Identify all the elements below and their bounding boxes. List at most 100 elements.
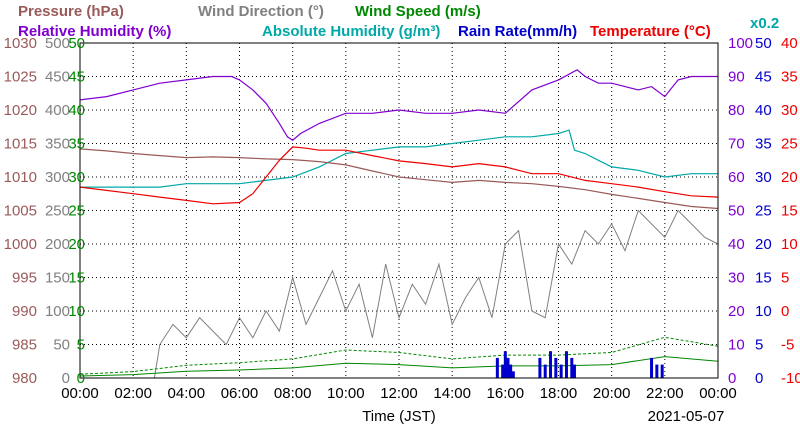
x-tick-label: 20:00 bbox=[593, 385, 631, 402]
temperature-tick-label: 35 bbox=[781, 69, 798, 86]
wind-speed-tick-label: 40 bbox=[68, 102, 85, 119]
x-tick-label: 18:00 bbox=[540, 385, 578, 402]
x-tick-label: 04:00 bbox=[168, 385, 206, 402]
rain-rate-tick-label: 10 bbox=[755, 303, 772, 320]
rain-rate-bar bbox=[564, 351, 568, 378]
rain-rate-bar bbox=[655, 364, 659, 378]
temperature-tick-label: 40 bbox=[781, 35, 798, 52]
pressure-tick-label: 1020 bbox=[4, 102, 37, 119]
temperature-tick-label: 20 bbox=[781, 169, 798, 186]
chart-date: 2021-05-07 bbox=[648, 408, 725, 425]
wind-speed-tick-label: 30 bbox=[68, 169, 85, 186]
wind-speed-tick-label: 45 bbox=[68, 69, 85, 86]
humidity-tick-label: 0 bbox=[728, 370, 736, 387]
wind-speed-tick-label: 20 bbox=[68, 236, 85, 253]
wind-speed-tick-label: 25 bbox=[68, 203, 85, 220]
wind-direction-tick-label: 250 bbox=[45, 203, 70, 220]
x-tick-label: 00:00 bbox=[699, 385, 737, 402]
temperature-tick-label: -10 bbox=[781, 370, 800, 387]
rain-rate-tick-label: 0 bbox=[755, 370, 763, 387]
x-axis-title: Time (JST) bbox=[362, 408, 436, 425]
rain-rate-tick-label: 30 bbox=[755, 169, 772, 186]
wind-direction-tick-label: 200 bbox=[45, 236, 70, 253]
temperature-tick-label: 25 bbox=[781, 136, 798, 153]
humidity-tick-label: 60 bbox=[728, 169, 745, 186]
wind-direction-tick-label: 350 bbox=[45, 136, 70, 153]
x-tick-label: 06:00 bbox=[221, 385, 259, 402]
series-temperature-c bbox=[79, 146, 719, 205]
series-wind-speed bbox=[79, 356, 719, 377]
pressure-tick-label: 1000 bbox=[4, 236, 37, 253]
rain-rate-bar bbox=[538, 357, 542, 378]
rain-rate-tick-label: 20 bbox=[755, 236, 772, 253]
rain-rate-bar bbox=[559, 364, 563, 378]
rain-rate-bar bbox=[572, 364, 576, 378]
rain-rate-bar bbox=[543, 364, 547, 378]
humidity-tick-label: 70 bbox=[728, 136, 745, 153]
series-absolute-humidity-g-m bbox=[80, 129, 718, 188]
series-relative-humidity bbox=[79, 69, 718, 141]
rain-rate-tick-label: 5 bbox=[755, 337, 763, 354]
humidity-tick-label: 50 bbox=[728, 203, 745, 220]
legend-wind-direction: Wind Direction (°) bbox=[198, 3, 324, 20]
humidity-tick-label: 40 bbox=[728, 236, 745, 253]
humidity-tick-label: 90 bbox=[728, 69, 745, 86]
rain-rate-tick-label: 45 bbox=[755, 69, 772, 86]
rain-rate-bar bbox=[509, 364, 513, 378]
x-tick-label: 10:00 bbox=[327, 385, 365, 402]
temperature-tick-label: 10 bbox=[781, 236, 798, 253]
wind-direction-tick-label: 0 bbox=[62, 370, 70, 387]
temperature-tick-label: 30 bbox=[781, 102, 798, 119]
wind-speed-tick-label: 50 bbox=[68, 35, 85, 52]
legend-wind-speed: Wind Speed (m/s) bbox=[355, 3, 481, 20]
wind-speed-tick-label: 10 bbox=[68, 303, 85, 320]
temperature-tick-label: 0 bbox=[781, 303, 789, 320]
wind-speed-tick-label: 35 bbox=[68, 136, 85, 153]
x-tick-label: 14:00 bbox=[433, 385, 471, 402]
wind-direction-tick-label: 100 bbox=[45, 303, 70, 320]
x-tick-label: 12:00 bbox=[380, 385, 418, 402]
plot-frame bbox=[79, 42, 719, 379]
wind-direction-tick-label: 50 bbox=[53, 337, 70, 354]
pressure-tick-label: 1010 bbox=[4, 169, 37, 186]
rain-rate-bar bbox=[506, 357, 510, 378]
wind-direction-tick-label: 150 bbox=[45, 270, 70, 287]
series-wind-direction bbox=[80, 209, 719, 379]
rain-rate-bar bbox=[549, 351, 553, 378]
humidity-tick-label: 80 bbox=[728, 102, 745, 119]
legend-rain-rate: Rain Rate(mm/h) bbox=[458, 23, 577, 40]
rain-rate-tick-label: 25 bbox=[755, 203, 772, 220]
wind-direction-tick-label: 500 bbox=[45, 35, 70, 52]
humidity-tick-label: 10 bbox=[728, 337, 745, 354]
rain-rate-bar bbox=[650, 357, 654, 378]
series-wind-speed-gust bbox=[79, 336, 719, 375]
wind-speed-tick-label: 0 bbox=[77, 370, 85, 387]
rain-rate-tick-label: 40 bbox=[755, 102, 772, 119]
rain-rate-bar bbox=[503, 351, 507, 378]
wind-speed-tick-label: 5 bbox=[77, 337, 85, 354]
rain-rate-tick-label: 50 bbox=[755, 35, 772, 52]
pressure-tick-label: 980 bbox=[12, 370, 37, 387]
x-tick-label: 00:00 bbox=[61, 385, 99, 402]
pressure-tick-label: 985 bbox=[12, 337, 37, 354]
axes-labels: 1030102510201015101010051000995990985980… bbox=[4, 35, 800, 402]
x-tick-label: 22:00 bbox=[646, 385, 684, 402]
pressure-tick-label: 1015 bbox=[4, 136, 37, 153]
series-pressure-hpa bbox=[79, 148, 719, 210]
legend-absolute-humidity: Absolute Humidity (g/m³) bbox=[262, 23, 440, 40]
rain-rate-bar bbox=[554, 357, 558, 378]
rain-rate-bar bbox=[495, 357, 499, 378]
temperature-tick-label: 15 bbox=[781, 203, 798, 220]
pressure-tick-label: 995 bbox=[12, 270, 37, 287]
rain-rate-tick-label: 35 bbox=[755, 136, 772, 153]
humidity-tick-label: 100 bbox=[728, 35, 753, 52]
legend-pressure: Pressure (hPa) bbox=[18, 3, 124, 20]
wind-direction-tick-label: 450 bbox=[45, 69, 70, 86]
pressure-tick-label: 1005 bbox=[4, 203, 37, 220]
legend-relative-humidity: Relative Humidity (%) bbox=[18, 23, 171, 40]
pressure-tick-label: 1030 bbox=[4, 35, 37, 52]
wind-speed-tick-label: 15 bbox=[68, 270, 85, 287]
